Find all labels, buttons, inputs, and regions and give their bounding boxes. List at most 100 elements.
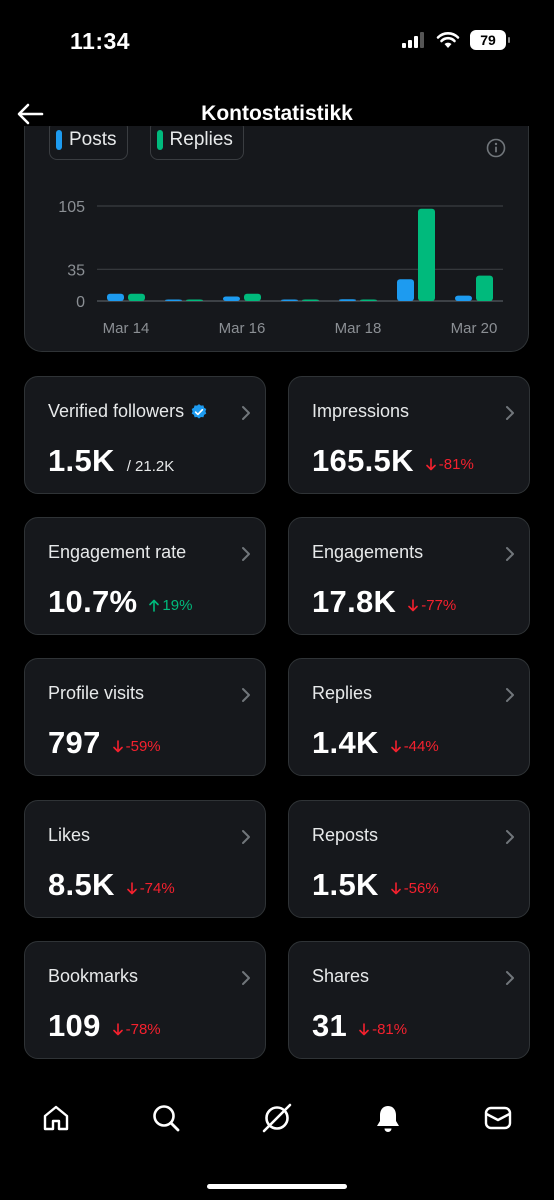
metric-total: / 21.2K: [126, 458, 175, 475]
bar-posts-mar-19: [397, 279, 414, 301]
metric-label-text: Likes: [48, 825, 91, 845]
bar-replies-mar-17: [302, 299, 319, 301]
metric-change: -44%: [390, 738, 439, 755]
metric-card-replies[interactable]: Replies 1.4K -44%: [288, 658, 530, 776]
metric-label-text: Engagement rate: [48, 542, 187, 562]
metric-card-profile-visits[interactable]: Profile visits 797 -59%: [24, 658, 266, 776]
chevron-right-icon: [506, 547, 514, 561]
chevron-right-icon: [506, 971, 514, 985]
status-icons: 79: [402, 30, 510, 50]
bar-replies-mar-14: [128, 293, 145, 301]
metric-label: Shares: [312, 966, 369, 987]
metric-card-impressions[interactable]: Impressions 165.5K -81%: [288, 376, 530, 494]
metric-label-text: Impressions: [312, 401, 410, 421]
chevron-right-icon: [242, 688, 250, 702]
metric-card-engagement-rate[interactable]: Engagement rate 10.7% 19%: [24, 517, 266, 635]
status-bar: 11:34 79: [0, 0, 554, 80]
metric-change: 19%: [149, 597, 192, 614]
page-title: Kontostatistikk: [201, 102, 353, 125]
arrow-down-icon: [359, 1023, 369, 1036]
search-icon: [153, 1105, 180, 1132]
metric-value: 31: [312, 1008, 348, 1043]
grok-icon: [262, 1103, 292, 1133]
legend-item-replies[interactable]: Replies: [149, 126, 244, 160]
metric-label-text: Replies: [312, 683, 373, 703]
metric-change-value: -56%: [403, 880, 439, 897]
metric-label: Engagement rate: [48, 542, 186, 563]
metric-value-row: 1.5K -56%: [312, 867, 439, 903]
metric-label: Impressions: [312, 401, 409, 422]
bar-posts-mar-17: [281, 299, 298, 301]
nav-search-button[interactable]: [146, 1098, 186, 1138]
bar-posts-mar-20: [455, 295, 472, 301]
metric-change: -74%: [126, 880, 175, 897]
legend-swatch-replies: [156, 130, 163, 150]
metric-card-verified-followers[interactable]: Verified followers 1.5K / 21.2K: [24, 376, 266, 494]
arrow-down-icon: [390, 882, 401, 895]
metric-change: -81%: [359, 1021, 407, 1038]
metric-label-text: Shares: [312, 966, 370, 986]
y-tick-label: 105: [58, 199, 85, 216]
metric-label: Profile visits: [48, 683, 144, 704]
metric-value: 165.5K: [312, 443, 414, 478]
arrow-down-icon: [112, 740, 123, 753]
metric-value-row: 31 -81%: [312, 1008, 407, 1044]
metric-value: 797: [48, 725, 101, 760]
nav-grok-button[interactable]: [257, 1098, 297, 1138]
metric-card-likes[interactable]: Likes 8.5K -74%: [24, 800, 266, 918]
arrow-up-icon: [149, 599, 160, 612]
arrow-down-icon: [390, 740, 401, 753]
nav-messages-button[interactable]: [478, 1098, 518, 1138]
metric-card-reposts[interactable]: Reposts 1.5K -56%: [288, 800, 530, 918]
metric-change-value: -81%: [372, 1021, 408, 1038]
metric-label-text: Verified followers: [48, 401, 185, 421]
home-icon: [43, 1105, 69, 1131]
metric-label: Likes: [48, 825, 90, 846]
metric-label: Reposts: [312, 825, 378, 846]
x-tick-label: Mar 18: [335, 320, 382, 337]
nav-home-button[interactable]: [36, 1098, 76, 1138]
metric-label-text: Reposts: [312, 825, 379, 845]
metric-change: -77%: [408, 597, 456, 614]
metric-label-text: Engagements: [312, 542, 424, 562]
wifi-icon: [436, 32, 460, 48]
metric-value: 1.5K: [48, 443, 115, 478]
bottom-nav: [0, 1078, 554, 1158]
legend-label-posts: Posts: [69, 129, 117, 150]
arrow-down-icon: [425, 458, 436, 471]
legend-item-posts[interactable]: Posts: [49, 126, 128, 160]
metric-change: -56%: [390, 880, 439, 897]
bar-posts-mar-14: [107, 293, 124, 301]
bar-replies-mar-16: [244, 293, 261, 301]
chart-legend: Posts Replies: [49, 126, 244, 160]
metric-change-value: -77%: [421, 597, 457, 614]
signal-icon: [402, 32, 424, 48]
metric-card-shares[interactable]: Shares 31 -81%: [288, 941, 530, 1059]
metric-label: Bookmarks: [48, 966, 138, 987]
bar-chart: 0 35 105 Mar 14 Mar 16 Mar 18 Mar 20: [58, 199, 503, 337]
metric-change-value: -44%: [403, 738, 439, 755]
chevron-right-icon: [242, 406, 250, 420]
nav-notifications-button[interactable]: [368, 1098, 408, 1138]
info-icon[interactable]: [486, 138, 506, 158]
legend-label-replies: Replies: [169, 129, 233, 150]
back-button[interactable]: [12, 96, 48, 132]
bar-replies-mar-15: [186, 299, 203, 301]
chart-card: 0 35 105 Mar 14 Mar 16 Mar 18 Mar 20 Posts Rep…: [24, 126, 529, 352]
metric-value-row: 109 -78%: [48, 1008, 161, 1044]
bar-posts-mar-15: [165, 299, 182, 301]
metric-card-engagements[interactable]: Engagements 17.8K -77%: [288, 517, 530, 635]
home-indicator: [207, 1184, 347, 1189]
metric-label-text: Bookmarks: [48, 966, 139, 986]
metric-change-value: -59%: [125, 738, 161, 755]
arrow-down-icon: [408, 599, 419, 612]
metric-card-bookmarks[interactable]: Bookmarks 109 -78%: [24, 941, 266, 1059]
metric-value: 8.5K: [48, 867, 115, 902]
x-tick-label: Mar 16: [219, 320, 266, 337]
battery-indicator: 79: [470, 30, 510, 50]
metric-change-value: -78%: [125, 1021, 161, 1038]
arrow-left-icon: [17, 103, 44, 125]
metric-value: 10.7%: [48, 584, 138, 619]
bar-posts-mar-16: [223, 296, 240, 301]
x-tick-label: Mar 14: [103, 320, 150, 337]
